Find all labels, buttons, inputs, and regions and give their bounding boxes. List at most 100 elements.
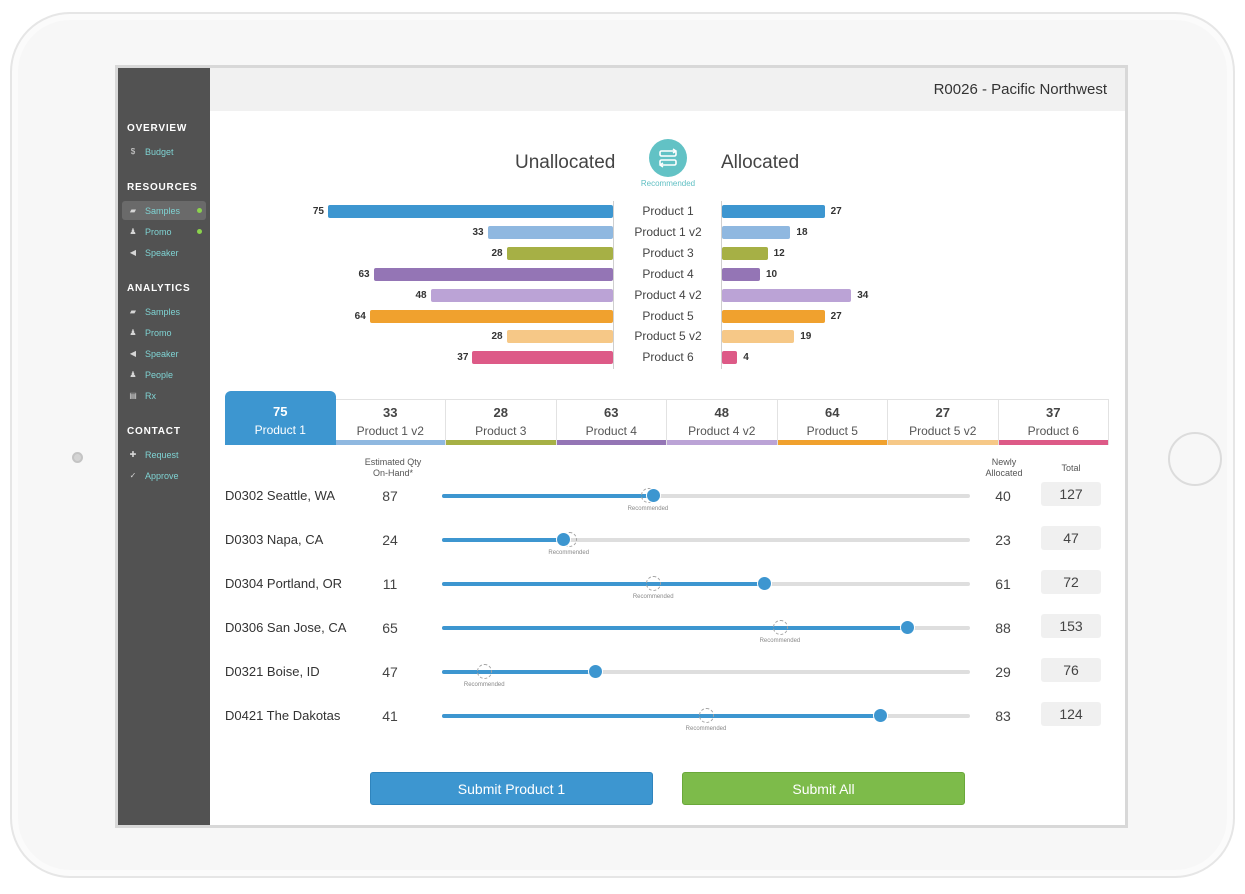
allocated-bar	[722, 288, 852, 302]
estimated-qty: 87	[382, 488, 398, 504]
recommended-label: Recommended	[548, 550, 590, 556]
slider-fill	[442, 626, 907, 630]
tab-color-bar	[556, 440, 666, 445]
briefcase-icon: ▰	[129, 307, 137, 316]
nav-section-overview: OVERVIEW $ Budget	[118, 122, 210, 161]
tab-count: 37	[1046, 405, 1061, 420]
district-name: D0303 Napa, CA	[225, 532, 324, 547]
slider-handle[interactable]	[757, 576, 773, 591]
total-value: 72	[1041, 570, 1101, 594]
allocated-bar	[722, 205, 825, 218]
unallocated-bar	[430, 288, 613, 302]
unallocated-value: 63	[358, 268, 370, 280]
submit-product-button[interactable]: Submit Product 1	[370, 772, 653, 805]
tab-label: Product 4 v2	[688, 424, 756, 438]
sidebar-item-label: Approve	[145, 470, 179, 481]
thumbs-up-icon: ✓	[129, 471, 137, 480]
estimated-qty: 41	[382, 708, 398, 724]
sidebar-item-promo[interactable]: ♟ Promo	[122, 222, 206, 241]
tab-product-4[interactable]: 63 Product 4	[556, 399, 667, 445]
unallocated-bar	[487, 225, 613, 239]
sidebar-item-label: Samples	[145, 205, 181, 216]
slider-handle[interactable]	[588, 664, 604, 679]
app-screen: OVERVIEW $ Budget RESOURCES ▰ Samples ♟ …	[115, 65, 1128, 828]
tab-product-3[interactable]: 28 Product 3	[446, 399, 557, 445]
people-icon: ♟	[129, 370, 137, 379]
tab-product-5[interactable]: 48 Product 4 v2	[667, 399, 778, 445]
unallocated-value: 75	[312, 206, 324, 217]
allocation-slider[interactable]: Recommended	[442, 532, 970, 556]
allocated-value: 4	[743, 352, 749, 364]
allocation-slider[interactable]: Recommended	[442, 620, 970, 644]
unallocated-value: 28	[491, 331, 503, 343]
allocated-value: 10	[766, 268, 778, 280]
col-head-newly-allocated: Newly Allocated	[979, 457, 1029, 479]
tab-count: 64	[825, 405, 840, 420]
tab-product-8[interactable]: 37 Product 6	[998, 399, 1109, 445]
district-name: D0306 San Jose, CA	[225, 620, 347, 635]
sidebar-item-rx[interactable]: ▤ Rx	[122, 386, 206, 405]
estimated-qty: 24	[382, 532, 398, 548]
slider-handle[interactable]	[873, 708, 889, 723]
tab-color-bar	[446, 440, 556, 445]
left-divider	[613, 201, 614, 369]
table-row: D0303 Napa, CA 24 Recommended 23 47	[225, 522, 1109, 558]
tab-product-1[interactable]: 75 Product 1	[225, 391, 336, 445]
col-head-estimated-line1: Estimated Qty	[364, 457, 422, 467]
camera-icon	[72, 452, 83, 463]
tab-product-2[interactable]: 33 Product 1 v2	[335, 399, 446, 445]
home-button[interactable]	[1168, 432, 1222, 486]
unallocated-bar	[506, 246, 613, 260]
sidebar-item-request[interactable]: ✚ Request	[122, 445, 206, 464]
recommended-label: Recommended	[632, 594, 674, 600]
sidebar: OVERVIEW $ Budget RESOURCES ▰ Samples ♟ …	[118, 68, 210, 825]
tab-label: Product 1	[254, 423, 306, 437]
allocated-bar	[722, 246, 768, 260]
slider-handle[interactable]	[556, 532, 572, 547]
product-label: Product 6	[642, 350, 694, 365]
district-name: D0304 Portland, OR	[225, 576, 343, 591]
allocation-slider[interactable]: Recommended	[442, 576, 970, 600]
sidebar-item-budget[interactable]: $ Budget	[122, 142, 206, 161]
product-label: Product 3	[642, 245, 694, 260]
sidebar-item-analytics-speaker[interactable]: ◀ Speaker	[122, 344, 206, 363]
unallocated-bar	[328, 205, 613, 218]
recommended-marker	[772, 620, 788, 635]
unallocated-bar	[506, 330, 613, 344]
product-label: Product 4 v2	[634, 287, 702, 302]
tab-color-bar	[667, 440, 777, 445]
sidebar-item-people[interactable]: ♟ People	[122, 365, 206, 384]
estimated-qty: 47	[382, 664, 398, 680]
allocated-bar	[722, 267, 760, 281]
estimated-qty: 11	[382, 576, 398, 592]
submit-all-button[interactable]: Submit All	[682, 772, 965, 805]
dollar-icon: $	[130, 147, 136, 156]
tab-color-bar	[335, 440, 445, 445]
tab-product-6[interactable]: 64 Product 5	[777, 399, 888, 445]
sidebar-item-approve[interactable]: ✓ Approve	[122, 466, 206, 485]
allocation-slider[interactable]: Recommended	[442, 708, 970, 732]
allocated-value: 27	[830, 310, 842, 322]
unallocated-value: 64	[354, 310, 366, 322]
sidebar-item-analytics-promo[interactable]: ♟ Promo	[122, 323, 206, 342]
recommended-label: Recommended	[463, 682, 505, 688]
recommended-marker	[699, 708, 714, 723]
sidebar-item-samples[interactable]: ▰ Samples	[122, 201, 206, 220]
allocation-slider[interactable]: Recommended	[442, 664, 970, 688]
sidebar-item-speaker[interactable]: ◀ Speaker	[122, 243, 206, 262]
unallocated-value: 33	[472, 226, 484, 238]
tab-count: 48	[714, 405, 729, 420]
allocated-value: 27	[830, 206, 842, 217]
tab-label: Product 6	[1027, 424, 1079, 438]
product-label: Product 5 v2	[634, 329, 702, 344]
unallocated-value: 37	[457, 352, 469, 364]
recommended-button[interactable]	[649, 139, 687, 177]
slider-handle[interactable]	[899, 620, 915, 635]
allocation-slider[interactable]: Recommended	[442, 488, 970, 512]
sidebar-item-analytics-samples[interactable]: ▰ Samples	[122, 302, 206, 321]
tab-label: Product 3	[475, 424, 527, 438]
tab-product-7[interactable]: 27 Product 5 v2	[888, 399, 999, 445]
slider-handle[interactable]	[646, 488, 662, 503]
nav-section-resources: RESOURCES ▰ Samples ♟ Promo ◀ Speaker	[118, 181, 210, 262]
recommended-label: Recommended	[685, 726, 727, 732]
